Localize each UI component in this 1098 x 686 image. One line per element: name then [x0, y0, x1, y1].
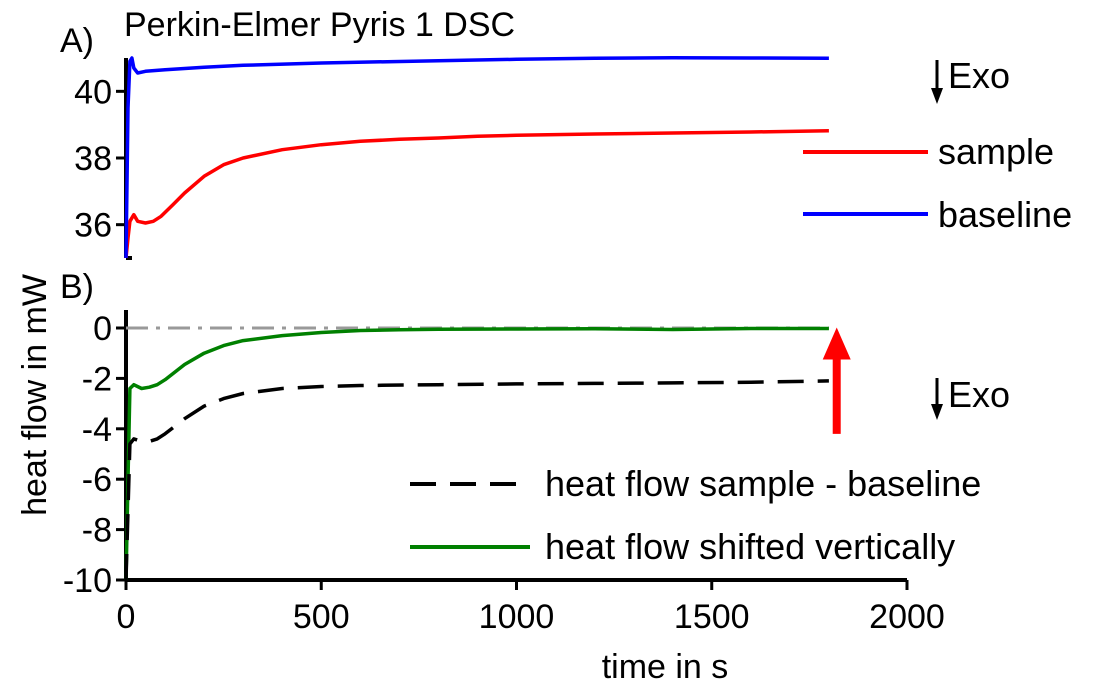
y-tick-label: 40 — [74, 73, 112, 111]
y-tick-label: 0 — [93, 310, 112, 348]
exo-arrow-head-icon — [931, 88, 943, 104]
x-tick-label: 1500 — [674, 598, 750, 636]
y-tick-label: -4 — [82, 411, 112, 449]
panel-b-y-ticks: 0 -2 -4 -6 -8 -10 — [63, 310, 126, 600]
y-tick-label: -6 — [82, 461, 112, 499]
legend-difference-label: heat flow sample - baseline — [545, 463, 981, 504]
legend-b: heat flow sample - baseline heat flow sh… — [410, 463, 981, 567]
series-line-sample — [124, 128, 829, 259]
series-line-baseline — [124, 55, 829, 259]
panel-b: B) 0 -2 -4 -6 -8 -10 0 500 1000 1500 2000 Exo hea… — [16, 268, 1010, 686]
exo-arrow-head-icon — [931, 404, 943, 420]
y-axis-label: heat flow in mW — [16, 274, 54, 516]
y-tick-label: -8 — [82, 512, 112, 550]
arrow-head — [822, 327, 851, 360]
panel-a-series — [124, 55, 829, 259]
series-line-heat-flow-sample-baseline — [124, 379, 829, 581]
chart-title: Perkin-Elmer Pyris 1 DSC — [124, 6, 515, 44]
panel-b-x-ticks: 0 500 1000 1500 2000 — [117, 580, 945, 636]
red-shift-arrow-icon — [822, 327, 851, 434]
exo-label: Exo — [948, 55, 1010, 96]
y-tick-label: -10 — [63, 562, 112, 600]
x-tick-label: 0 — [117, 598, 136, 636]
panel-a: A) Perkin-Elmer Pyris 1 DSC 36 38 40 Exo s… — [60, 6, 1072, 260]
x-tick-label: 2000 — [869, 598, 945, 636]
x-tick-label: 500 — [293, 598, 350, 636]
panel-a-y-ticks: 36 38 40 — [74, 73, 126, 245]
exo-label: Exo — [948, 374, 1010, 415]
panel-a-label: A) — [60, 22, 94, 60]
y-tick-label: -2 — [82, 360, 112, 398]
legend-baseline-label: baseline — [938, 194, 1072, 235]
x-axis-label: time in s — [602, 648, 729, 686]
panel-b-exo-annotation: Exo — [931, 374, 1010, 420]
legend-shifted-label: heat flow shifted vertically — [545, 526, 955, 567]
x-tick-label: 1000 — [479, 598, 555, 636]
panel-b-label: B) — [60, 268, 94, 306]
series-line-heat-flow-shifted-vertically — [124, 326, 829, 581]
panel-b-series — [124, 326, 829, 581]
y-tick-label: 36 — [74, 207, 112, 245]
legend-sample-label: sample — [938, 131, 1054, 172]
y-tick-label: 38 — [74, 140, 112, 178]
legend-a: sample baseline — [803, 131, 1072, 235]
panel-a-exo-annotation: Exo — [931, 55, 1010, 104]
